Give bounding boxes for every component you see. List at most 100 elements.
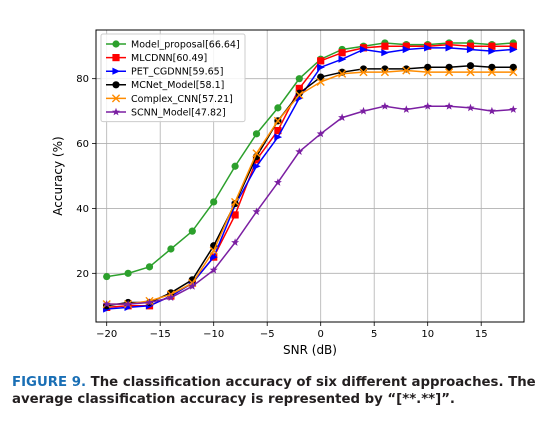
data-point [102, 299, 111, 308]
data-point [487, 106, 496, 115]
legend-label: MLCDNN[60.49] [131, 53, 207, 64]
y-tick-label: 60 [76, 139, 89, 150]
data-point [402, 42, 410, 50]
x-tick-label: −10 [203, 329, 224, 340]
data-point [188, 282, 197, 290]
data-point [210, 253, 218, 261]
legend-marker [111, 94, 121, 103]
data-point [295, 147, 304, 156]
x-axis-label: SNR (dB) [283, 343, 337, 357]
accuracy-line-chart: −20 −15 −10 −5 0 5 10 15 20 40 60 80 SNR (dB) Accurac… [51, 29, 525, 357]
data-point [145, 263, 154, 271]
data-point [231, 197, 240, 207]
data-point [445, 63, 453, 71]
data-point [274, 133, 283, 141]
data-point [317, 63, 325, 71]
data-point [295, 89, 303, 97]
legend-marker [112, 40, 120, 48]
data-point [488, 42, 496, 50]
series-6 [102, 102, 518, 308]
data-point [466, 103, 475, 112]
x-tick-label: −5 [260, 329, 275, 340]
data-point [145, 298, 154, 306]
data-point [466, 62, 475, 70]
y-tick-label: 40 [76, 204, 89, 215]
data-point [317, 57, 325, 65]
data-point [295, 75, 303, 83]
data-point [380, 102, 389, 110]
data-point [295, 90, 304, 99]
data-point [273, 116, 282, 125]
data-point [124, 299, 133, 308]
legend-label: PET_CGDNN[59.65] [131, 67, 223, 78]
figure-caption: FIGURE 9. The classification accuracy of… [12, 374, 548, 408]
data-point [381, 49, 390, 57]
x-tick-label: −20 [96, 329, 117, 340]
caption-text: The classification accuracy of six diffe… [12, 375, 536, 407]
legend: Model_proposal[66.64] MLCDNN[60.49] PET_CG… [100, 33, 246, 123]
data-point [209, 246, 218, 255]
data-point [103, 272, 111, 281]
data-point [402, 66, 411, 75]
legend-marker [112, 67, 121, 75]
data-point [252, 130, 261, 138]
data-point [167, 245, 175, 253]
legend-label: MCNet_Model[58.1] [131, 80, 224, 91]
data-point [209, 265, 218, 274]
data-point [274, 104, 282, 112]
x-tick-label: 0 [318, 329, 324, 340]
data-point [359, 45, 368, 54]
data-point [338, 55, 347, 63]
data-point [338, 69, 347, 78]
data-point [488, 63, 496, 71]
data-point [466, 45, 475, 54]
data-point [509, 45, 518, 54]
data-point [252, 162, 261, 170]
data-point [488, 47, 497, 55]
x-tick-label: −15 [150, 329, 171, 340]
data-point [445, 41, 453, 49]
legend-marker [112, 54, 120, 62]
data-point [231, 211, 239, 219]
data-point [316, 77, 325, 87]
plot-frame [95, 29, 525, 323]
series-line [106, 105, 514, 305]
data-point [359, 68, 368, 77]
data-point [423, 102, 432, 110]
data-point [124, 269, 132, 277]
y-tick-label: 20 [76, 269, 89, 280]
data-point [210, 198, 218, 206]
data-point [423, 68, 432, 77]
figure-label: FIGURE 9. [12, 375, 86, 390]
data-point [381, 42, 389, 50]
data-point [295, 84, 303, 92]
data-point [188, 227, 196, 235]
data-point [466, 42, 475, 50]
series-5 [102, 66, 518, 309]
data-point [317, 73, 325, 81]
x-tick-label: 5 [371, 329, 377, 340]
data-point [273, 178, 282, 186]
data-point [445, 44, 454, 52]
data-point [509, 42, 517, 50]
data-point [338, 49, 346, 57]
data-point [445, 102, 454, 110]
data-point [402, 105, 411, 113]
data-point [445, 68, 454, 77]
data-point [424, 44, 432, 52]
y-tick-label: 80 [76, 74, 89, 85]
data-point [359, 106, 368, 115]
data-point [509, 105, 518, 113]
x-tick-label: 15 [475, 329, 488, 340]
data-point [166, 293, 175, 302]
data-point [231, 238, 240, 246]
y-axis-label: Accuracy (%) [51, 136, 65, 215]
series-line [106, 69, 514, 305]
data-point [487, 68, 496, 77]
data-point [338, 113, 347, 121]
legend-marker [112, 107, 120, 116]
x-tick-label: 10 [421, 329, 434, 340]
legend-label: SCNN_Model[47.82] [131, 107, 226, 118]
legend-marker [112, 81, 120, 89]
data-point [316, 129, 325, 138]
